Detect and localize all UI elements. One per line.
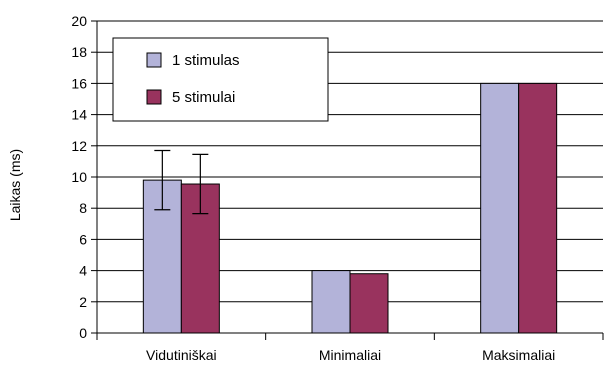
legend-label: 5 stimulai: [172, 89, 235, 106]
y-tick-label: 6: [79, 231, 87, 247]
y-tick-label: 10: [71, 169, 87, 185]
x-tick-label: Maksimaliai: [482, 347, 555, 363]
legend-swatch: [146, 52, 162, 68]
y-tick-label: 0: [79, 325, 87, 341]
legend-label: 1 stimulas: [172, 52, 240, 69]
y-tick-label: 2: [79, 294, 87, 310]
bar-series1: [311, 270, 351, 334]
axis-layer: 0 2 4 6 8 10 12 14 16 18 20 Vidutiniškai Minimaliai M…: [71, 13, 604, 363]
y-tick-label: 8: [79, 200, 87, 216]
bar-series2: [518, 82, 558, 334]
x-tick-label: Vidutiniškai: [146, 347, 217, 363]
error-bar: [192, 153, 209, 215]
x-tick-label: Minimaliai: [319, 347, 381, 363]
legend-box: [112, 37, 329, 122]
y-tick-label: 4: [79, 263, 87, 279]
y-tick-label: 20: [71, 13, 87, 29]
y-axis-title: Laikas (ms): [7, 149, 23, 221]
bar-series1: [480, 82, 520, 334]
y-tick-label: 16: [71, 75, 87, 91]
legend: 1 stimulas 5 stimulai: [112, 37, 329, 122]
bar-series2: [349, 273, 389, 334]
y-tick-label: 12: [71, 138, 87, 154]
error-bar: [154, 149, 171, 211]
legend-swatch: [146, 89, 162, 105]
y-tick-label: 14: [71, 107, 87, 123]
y-tick-label: 18: [71, 44, 87, 60]
